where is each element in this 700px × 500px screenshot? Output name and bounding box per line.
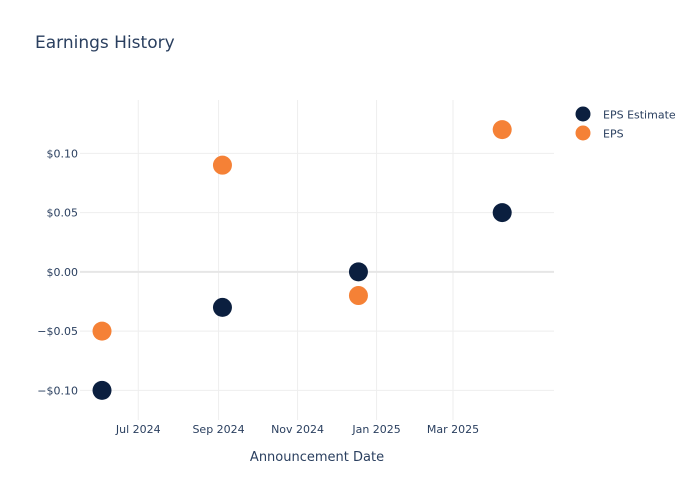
x-tick-label: Jan 2025	[351, 423, 400, 436]
y-tick-label: −$0.10	[37, 384, 78, 397]
y-tick-label: $0.05	[47, 207, 79, 220]
y-tick-label: $0.10	[47, 147, 79, 160]
point-eps[interactable]	[92, 321, 112, 341]
grid-layer	[80, 100, 554, 420]
point-eps-estimate[interactable]	[212, 297, 232, 317]
legend-label-eps: EPS	[603, 128, 624, 141]
chart-title: Earnings History	[35, 33, 175, 53]
point-eps[interactable]	[348, 286, 368, 306]
data-points	[92, 120, 512, 400]
y-tick-label: −$0.05	[37, 325, 78, 338]
point-eps-estimate[interactable]	[348, 262, 368, 282]
point-eps[interactable]	[212, 155, 232, 175]
x-tick-label: Mar 2025	[427, 423, 479, 436]
y-axis-ticks: $0.10 $0.05 $0.00 −$0.05 −$0.10	[37, 147, 78, 397]
point-eps-estimate[interactable]	[492, 203, 512, 223]
x-axis-title: Announcement Date	[250, 450, 384, 465]
x-tick-label: Nov 2024	[271, 423, 324, 436]
x-tick-label: Sep 2024	[192, 423, 244, 436]
legend-swatch-eps-estimate	[575, 106, 591, 122]
point-eps[interactable]	[492, 120, 512, 140]
x-tick-label: Jul 2024	[115, 423, 161, 436]
legend: EPS Estimate EPS	[575, 106, 676, 141]
y-tick-label: $0.00	[47, 266, 79, 279]
legend-item-eps[interactable]: EPS	[575, 125, 624, 141]
x-axis-ticks: Jul 2024 Sep 2024 Nov 2024 Jan 2025 Mar 2025	[115, 423, 479, 436]
legend-label-eps-estimate: EPS Estimate	[603, 109, 676, 122]
legend-item-eps-estimate[interactable]: EPS Estimate	[575, 106, 676, 122]
legend-swatch-eps	[575, 125, 591, 141]
point-eps-estimate[interactable]	[92, 380, 112, 400]
